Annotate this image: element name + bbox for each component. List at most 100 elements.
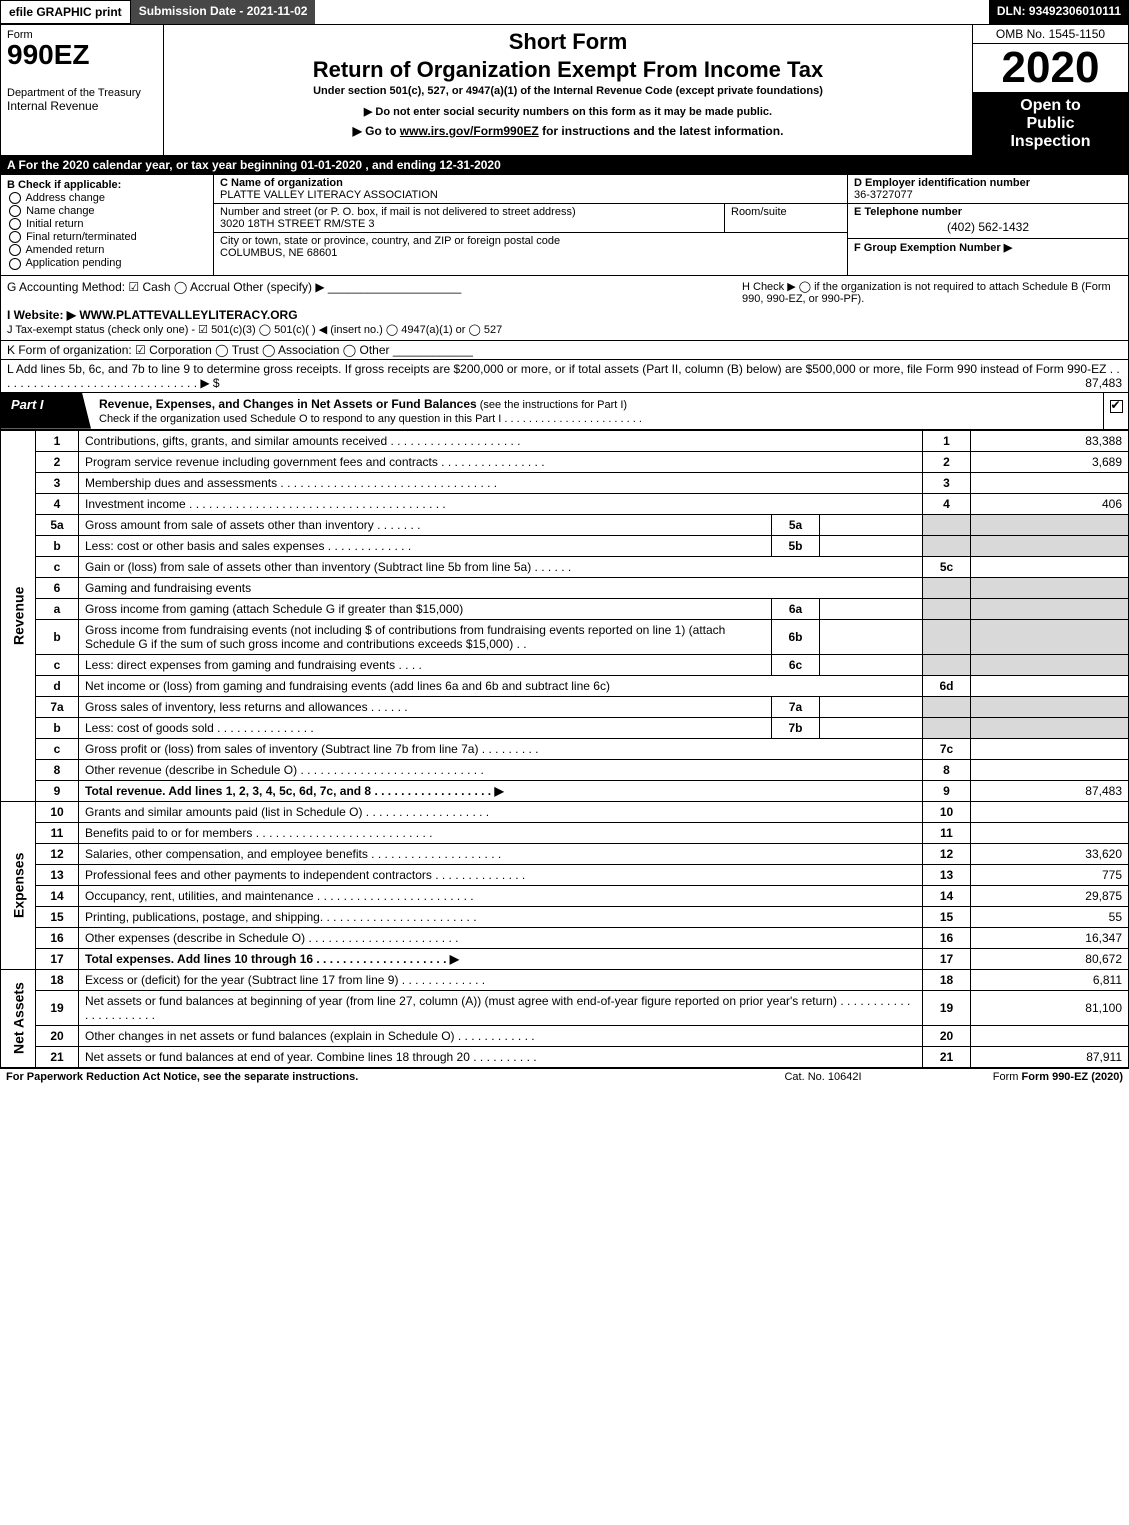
chk-initial-return-label: Initial return [26, 218, 83, 230]
line-17-no: 17 [36, 948, 79, 969]
schedule-b-check: H Check ▶ ◯ if the organization is not r… [732, 280, 1122, 336]
footer-right: Form Form 990-EZ (2020) [923, 1071, 1123, 1083]
telephone-block: E Telephone number (402) 562-1432 [848, 204, 1128, 239]
line-6b-no: b [36, 619, 79, 654]
group-exemption-block: F Group Exemption Number ▶ [848, 239, 1128, 275]
row-gh: G Accounting Method: ☑ Cash ◯ Accrual Ot… [0, 276, 1129, 341]
line-14-amt: 29,875 [971, 885, 1129, 906]
line-5c-rt: 5c [923, 556, 971, 577]
chk-name-change[interactable]: Name change [7, 205, 207, 217]
open-line1: Open to [973, 97, 1128, 115]
part1-checkbox[interactable] [1103, 393, 1128, 429]
line-6-rt-shade [923, 577, 971, 598]
goto-suffix: for instructions and the latest informat… [539, 124, 784, 138]
chk-application-pending-label: Application pending [25, 257, 121, 269]
main-title: Return of Organization Exempt From Incom… [172, 57, 964, 83]
line-7b-no: b [36, 717, 79, 738]
line-8-no: 8 [36, 759, 79, 780]
page-footer: For Paperwork Reduction Act Notice, see … [0, 1068, 1129, 1085]
form-header: Form 990EZ Department of the Treasury In… [0, 25, 1129, 156]
line-5b-no: b [36, 535, 79, 556]
line-14-desc: Occupancy, rent, utilities, and maintena… [79, 885, 923, 906]
dept-irs: Internal Revenue [7, 99, 157, 113]
chk-amended-return[interactable]: Amended return [7, 244, 207, 256]
line-1-rt: 1 [923, 430, 971, 451]
line-11-amt [971, 822, 1129, 843]
org-name-block: C Name of organization PLATTE VALLEY LIT… [214, 175, 847, 204]
footer-right-text: Form 990-EZ (2020) [1022, 1071, 1123, 1083]
goto-link[interactable]: www.irs.gov/Form990EZ [400, 124, 539, 138]
line-5b-rt-shade [923, 535, 971, 556]
line-6c-rt-shade [923, 654, 971, 675]
part1-header: Part I Revenue, Expenses, and Changes in… [0, 393, 1129, 430]
short-form-title: Short Form [172, 29, 964, 55]
line-14-no: 14 [36, 885, 79, 906]
section-bcdef: B Check if applicable: Address change Na… [0, 175, 1129, 276]
line-6d-no: d [36, 675, 79, 696]
ein-value: 36-3727077 [854, 189, 913, 201]
line-7c-rt: 7c [923, 738, 971, 759]
line-12-rt: 12 [923, 843, 971, 864]
line-1-amt: 83,388 [971, 430, 1129, 451]
line-7c-desc: Gross profit or (loss) from sales of inv… [79, 738, 923, 759]
chk-initial-return[interactable]: Initial return [7, 218, 207, 230]
line-7a-subval [820, 696, 923, 717]
line-3-amt [971, 472, 1129, 493]
subdate-label-text: Submission Date - [139, 4, 247, 18]
header-right: OMB No. 1545-1150 2020 Open to Public In… [973, 25, 1128, 155]
line-7a-desc: Gross sales of inventory, less returns a… [79, 696, 772, 717]
line-8-desc: Other revenue (describe in Schedule O) .… [79, 759, 923, 780]
line-18-rt: 18 [923, 969, 971, 990]
line-5b-amt-shade [971, 535, 1129, 556]
efile-print-button[interactable]: efile GRAPHIC print [0, 0, 131, 24]
dln: DLN: 93492306010111 [989, 0, 1129, 24]
line-6d-amt [971, 675, 1129, 696]
room-suite-label: Room/suite [731, 206, 787, 218]
line-18-amt: 6,811 [971, 969, 1129, 990]
group-exemption-label: F Group Exemption Number ▶ [854, 242, 1012, 254]
tax-exempt-status: J Tax-exempt status (check only one) - ☑… [7, 324, 502, 336]
revenue-side-label: Revenue [1, 430, 36, 801]
line-5c-desc: Gain or (loss) from sale of assets other… [79, 556, 923, 577]
line-16-rt: 16 [923, 927, 971, 948]
part1-check-note: Check if the organization used Schedule … [99, 413, 642, 425]
line-7c-no: c [36, 738, 79, 759]
line-10-rt: 10 [923, 801, 971, 822]
line-6c-no: c [36, 654, 79, 675]
line-19-no: 19 [36, 990, 79, 1025]
line-6c-amt-shade [971, 654, 1129, 675]
subtitle: Under section 501(c), 527, or 4947(a)(1)… [172, 85, 964, 97]
line-5b-desc: Less: cost or other basis and sales expe… [79, 535, 772, 556]
dept-treasury: Department of the Treasury [7, 87, 157, 99]
line-12-desc: Salaries, other compensation, and employ… [79, 843, 923, 864]
line-20-desc: Other changes in net assets or fund bala… [79, 1025, 923, 1046]
line-20-rt: 20 [923, 1025, 971, 1046]
line-3-no: 3 [36, 472, 79, 493]
org-address-label: Number and street (or P. O. box, if mail… [220, 206, 576, 218]
line-4-amt: 406 [971, 493, 1129, 514]
ssn-warning: ▶ Do not enter social security numbers o… [172, 105, 964, 118]
header-left: Form 990EZ Department of the Treasury In… [1, 25, 164, 155]
line-7c-amt [971, 738, 1129, 759]
line-19-desc: Net assets or fund balances at beginning… [79, 990, 923, 1025]
line-6c-desc: Less: direct expenses from gaming and fu… [79, 654, 772, 675]
line-2-rt: 2 [923, 451, 971, 472]
chk-final-return[interactable]: Final return/terminated [7, 231, 207, 243]
chk-application-pending[interactable]: Application pending [7, 257, 207, 269]
netassets-side-label: Net Assets [1, 969, 36, 1067]
col-b-check-if-applicable: B Check if applicable: Address change Na… [1, 175, 214, 275]
chk-final-return-label: Final return/terminated [26, 231, 137, 243]
line-7b-rt-shade [923, 717, 971, 738]
chk-address-change[interactable]: Address change [7, 192, 207, 204]
topbar-spacer [315, 0, 988, 24]
line-13-amt: 775 [971, 864, 1129, 885]
open-to-public: Open to Public Inspection [973, 93, 1128, 155]
line-17-desc: Total expenses. Add lines 10 through 16 … [79, 948, 923, 969]
line-7b-subval [820, 717, 923, 738]
line-5a-subval [820, 514, 923, 535]
line-8-rt: 8 [923, 759, 971, 780]
line-11-no: 11 [36, 822, 79, 843]
line-6-no: 6 [36, 577, 79, 598]
line-6d-rt: 6d [923, 675, 971, 696]
org-city-value: COLUMBUS, NE 68601 [220, 247, 337, 259]
